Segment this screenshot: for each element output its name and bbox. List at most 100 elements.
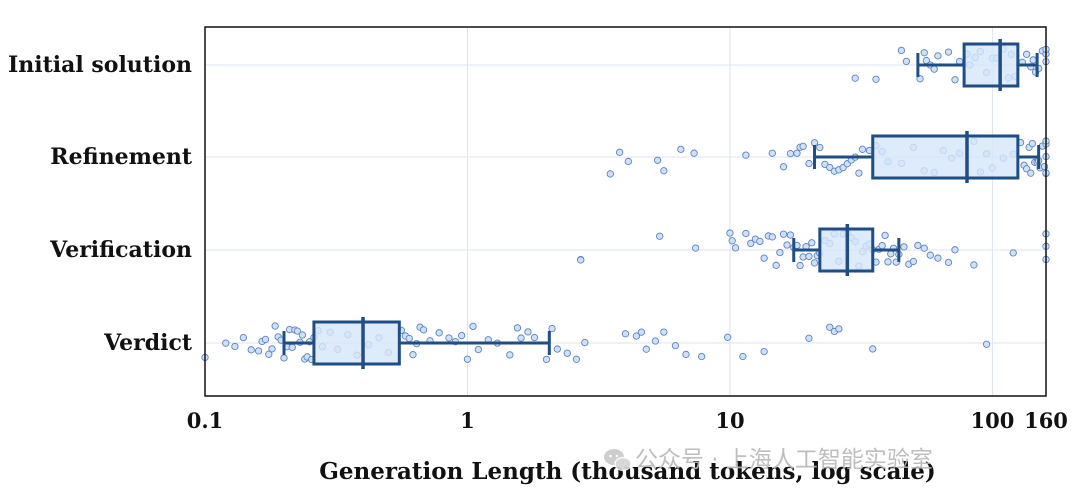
data-point xyxy=(858,145,867,153)
data-point xyxy=(826,163,834,172)
data-point xyxy=(726,229,734,237)
data-point xyxy=(677,145,685,153)
data-point xyxy=(621,330,630,338)
data-point xyxy=(731,244,740,252)
data-point xyxy=(637,328,646,336)
data-point xyxy=(934,254,942,262)
data-point xyxy=(951,246,959,254)
data-point xyxy=(944,48,953,56)
data-point xyxy=(914,241,922,250)
data-point xyxy=(271,322,279,330)
data-point xyxy=(624,157,632,166)
data-point xyxy=(768,149,776,157)
x-tick-label: 10 xyxy=(715,408,744,433)
data-point xyxy=(288,343,296,351)
data-point xyxy=(577,256,585,264)
data-point xyxy=(920,49,928,57)
data-point xyxy=(808,239,816,247)
data-point xyxy=(816,143,824,152)
category-label: Verdict xyxy=(103,330,193,356)
data-point xyxy=(805,159,813,168)
data-point xyxy=(697,352,706,361)
data-point xyxy=(897,46,906,55)
data-point xyxy=(682,350,690,359)
data-point xyxy=(805,252,813,261)
data-point xyxy=(1009,249,1017,257)
data-point xyxy=(799,142,807,150)
data-point xyxy=(280,354,288,362)
data-point xyxy=(878,241,886,250)
x-tick-label: 100 xyxy=(971,408,1015,433)
data-point xyxy=(553,345,562,353)
data-point xyxy=(768,233,776,241)
data-point xyxy=(660,328,668,336)
x-tick-labels: 0.1 1 10 100 160 xyxy=(187,408,1068,433)
data-point xyxy=(786,149,795,158)
data-point xyxy=(239,333,248,342)
data-point xyxy=(760,254,768,262)
data-point xyxy=(517,334,525,342)
data-point xyxy=(760,347,768,356)
data-point xyxy=(463,355,472,363)
watermark-text: 公众号 · 上海人工智能实验室 xyxy=(635,447,933,473)
data-point xyxy=(1027,169,1035,177)
data-point xyxy=(542,355,551,364)
data-point xyxy=(651,337,660,345)
category-label: Verification xyxy=(49,237,192,263)
data-point xyxy=(671,342,680,350)
data-point xyxy=(776,248,784,257)
data-points xyxy=(201,45,1050,364)
data-point xyxy=(1022,165,1031,173)
data-point xyxy=(739,352,747,361)
data-point xyxy=(747,239,755,248)
data-point xyxy=(1028,139,1037,148)
data-point xyxy=(419,326,428,334)
data-point xyxy=(742,151,750,159)
data-point xyxy=(916,75,924,83)
data-point xyxy=(691,244,700,252)
data-point xyxy=(902,57,911,66)
data-point xyxy=(563,349,571,357)
iqr-box xyxy=(871,134,1020,180)
data-point xyxy=(835,325,843,333)
data-point xyxy=(970,261,978,269)
data-point xyxy=(909,257,918,266)
data-point xyxy=(231,342,239,351)
data-point xyxy=(506,351,514,359)
data-point xyxy=(779,163,788,171)
category-label: Refinement xyxy=(50,144,193,170)
data-point xyxy=(951,76,959,84)
data-point xyxy=(934,52,942,60)
data-point xyxy=(772,261,780,269)
data-point xyxy=(469,322,477,331)
data-point xyxy=(409,351,417,359)
data-point xyxy=(900,243,908,251)
data-point xyxy=(690,149,698,157)
watermark: 公众号 · 上海人工智能实验室 xyxy=(604,447,933,473)
iqr-box xyxy=(312,320,401,366)
data-point xyxy=(783,241,791,249)
data-point xyxy=(513,324,522,332)
data-point xyxy=(728,237,736,245)
data-point xyxy=(524,328,532,336)
data-point xyxy=(616,148,624,156)
data-point xyxy=(869,345,877,353)
data-point xyxy=(653,156,662,164)
data-point xyxy=(474,345,482,354)
data-point xyxy=(642,345,650,353)
data-point xyxy=(632,332,641,340)
data-point xyxy=(756,237,764,246)
data-point xyxy=(786,231,795,239)
data-point xyxy=(810,259,819,267)
data-point xyxy=(254,347,263,355)
data-point xyxy=(606,170,614,178)
data-point xyxy=(298,331,307,339)
data-point xyxy=(805,334,813,342)
data-point xyxy=(881,231,889,240)
x-tick-label: 160 xyxy=(1024,408,1068,433)
data-point xyxy=(572,355,581,363)
data-point xyxy=(660,167,668,175)
data-point xyxy=(265,350,273,358)
data-point xyxy=(982,340,991,348)
